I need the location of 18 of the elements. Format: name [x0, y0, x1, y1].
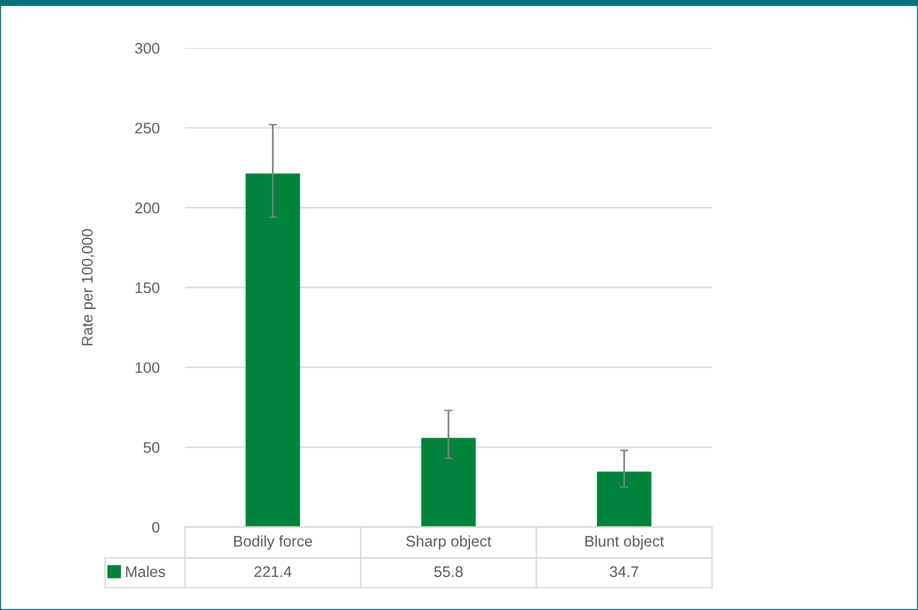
data-label: 55.8: [434, 566, 463, 578]
x-tick-label: Bodily force: [234, 535, 312, 550]
y-tick-label: 250: [135, 122, 160, 134]
y-tick-label: 300: [135, 42, 160, 54]
bar: [246, 174, 300, 527]
x-tick-label: Sharp object: [406, 535, 492, 550]
bar: [421, 438, 476, 527]
y-tick-label: 100: [136, 362, 160, 374]
x-tick-label: Blunt object: [586, 535, 664, 550]
y-tick-label: 150: [136, 282, 160, 294]
legend-label: Males: [126, 566, 166, 578]
y-tick-label: 200: [135, 202, 160, 214]
data-label: 221.4: [254, 566, 292, 577]
y-axis-title: Rate per 100,000: [82, 229, 96, 346]
bar: [596, 472, 652, 527]
y-tick-label: 0: [152, 522, 160, 533]
y-tick-label: 50: [144, 442, 160, 453]
data-label: 34.7: [610, 566, 638, 578]
